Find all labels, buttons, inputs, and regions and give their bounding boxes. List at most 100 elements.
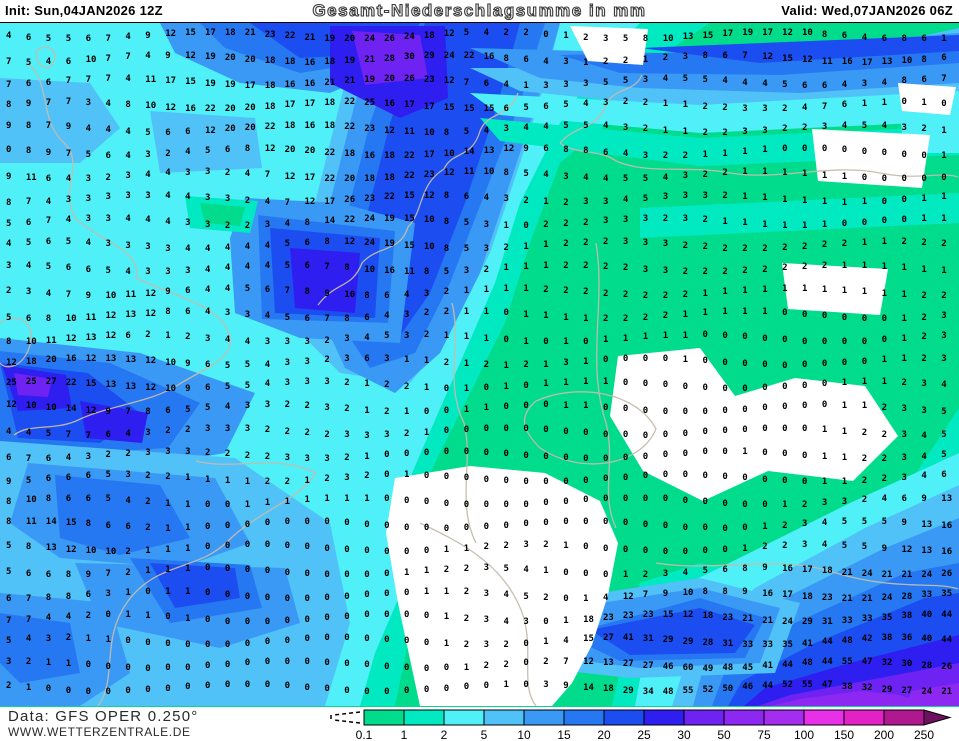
precip-value: 12	[583, 657, 594, 667]
precip-value: 12	[344, 237, 355, 247]
precip-value: 13	[86, 333, 97, 343]
precip-value: 10	[26, 401, 37, 411]
precip-value: 0	[305, 634, 310, 644]
precip-value: 1	[26, 683, 31, 693]
precip-value: 3	[484, 640, 489, 650]
precip-value: 3	[504, 124, 509, 134]
precip-value: 2	[683, 267, 688, 277]
precip-value: 0	[583, 337, 588, 347]
precip-value: 1	[444, 587, 449, 597]
precip-value: 1	[484, 285, 489, 295]
precip-value: 1	[324, 494, 329, 504]
precip-value: 0	[722, 447, 727, 457]
precip-value: 5	[444, 267, 449, 277]
precip-value: 5	[285, 313, 290, 323]
precip-value: 4	[663, 74, 668, 84]
precip-value: 40	[921, 610, 932, 620]
precip-value: 8	[26, 121, 31, 131]
precip-value: 18	[265, 56, 276, 66]
precip-value: 0	[225, 521, 230, 531]
precip-value: 4	[125, 74, 130, 84]
precip-value: 1	[822, 477, 827, 487]
precip-value: 1	[464, 384, 469, 394]
precip-value: 2	[583, 218, 588, 228]
precip-value: 12	[106, 331, 117, 341]
precip-value: 0	[205, 661, 210, 671]
precip-value: 1	[742, 447, 747, 457]
precip-value: 17	[862, 58, 873, 68]
precip-value: 8	[643, 34, 648, 44]
precip-value: 1	[464, 663, 469, 673]
precip-value: 0	[862, 173, 867, 183]
precip-value: 0	[125, 663, 130, 673]
precip-value: 0	[563, 497, 568, 507]
precip-value: 4	[106, 125, 111, 135]
precip-value: 1	[504, 263, 509, 273]
precip-value: 0	[225, 564, 230, 574]
precip-value: 0	[683, 382, 688, 392]
precip-value: 0	[364, 590, 369, 600]
precip-value: 6	[106, 521, 111, 531]
precip-value: 2	[165, 426, 170, 436]
precip-value: 7	[563, 657, 568, 667]
precip-value: 0	[444, 406, 449, 416]
precip-value: 4	[265, 241, 270, 251]
precip-value: 4	[683, 568, 688, 578]
precip-value: 4	[46, 613, 51, 623]
precip-value: 1	[742, 192, 747, 202]
precip-value: 7	[6, 57, 11, 67]
precip-value: 12	[185, 51, 196, 61]
precip-value: 6	[46, 474, 51, 484]
precip-value: 12	[145, 309, 156, 319]
precip-value: 2	[643, 124, 648, 134]
precip-value: 48	[842, 636, 853, 646]
precip-value: 0	[882, 335, 887, 345]
precip-value: 6	[26, 569, 31, 579]
precip-value: 6	[802, 81, 807, 91]
precip-value: 0	[285, 541, 290, 551]
precip-value: 10	[86, 55, 97, 65]
precip-value: 1	[543, 311, 548, 321]
precip-value: 0	[762, 475, 767, 485]
precip-value: 4	[543, 122, 548, 132]
precip-value: 0	[842, 219, 847, 229]
precip-value: 6	[921, 34, 926, 44]
precip-value: 1	[882, 237, 887, 247]
precip-value: 44	[822, 657, 833, 667]
precip-value: 0	[902, 150, 907, 160]
precip-value: 45	[742, 663, 753, 673]
precip-value: 1	[185, 523, 190, 533]
precip-value: 12	[6, 358, 17, 368]
precip-value: 12	[902, 545, 913, 555]
precip-value: 8	[165, 307, 170, 317]
precip-value: 0	[464, 500, 469, 510]
precip-value: 10	[424, 128, 435, 138]
precip-value: 44	[822, 637, 833, 647]
precip-value: 0	[384, 687, 389, 697]
precip-value: 4	[862, 33, 867, 43]
precip-value: 4	[404, 290, 409, 300]
precip-value: 15	[663, 610, 674, 620]
precip-value: 1	[643, 332, 648, 342]
precip-value: 3	[902, 430, 907, 440]
precip-value: 0	[543, 337, 548, 347]
precip-value: 0	[563, 453, 568, 463]
precip-value: 0	[643, 494, 648, 504]
precip-value: 2	[106, 173, 111, 183]
precip-value: 2	[902, 378, 907, 388]
precip-value: 2	[683, 151, 688, 161]
precip-value: 6	[921, 75, 926, 85]
precip-value: 9	[185, 359, 190, 369]
precip-value: 12	[424, 191, 435, 201]
precip-value: 3	[145, 267, 150, 277]
precip-value: 1	[543, 240, 548, 250]
precip-value: 4	[26, 634, 31, 644]
precip-value: 1	[165, 587, 170, 597]
precip-value: 2	[762, 542, 767, 552]
precip-value: 3	[742, 104, 747, 114]
precip-value: 15	[464, 104, 475, 114]
precip-value: 1	[862, 377, 867, 387]
precip-value: 2	[543, 593, 548, 603]
precip-value: 5	[106, 266, 111, 276]
